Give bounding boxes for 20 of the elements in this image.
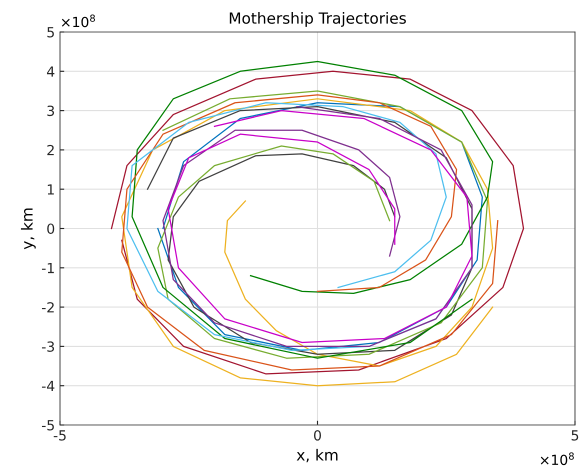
y-tick-label: -1 xyxy=(42,262,54,274)
x-tick-label: 0 xyxy=(314,430,321,441)
line-series xyxy=(110,70,524,375)
x-tick-label: 5 xyxy=(572,430,578,441)
text: ×10$^{8}$ xyxy=(62,14,95,28)
y-tick-label: 2 xyxy=(47,144,54,156)
y-axis-title: y, km xyxy=(20,208,36,250)
y-tick-label: 3 xyxy=(47,106,54,116)
y-tick-label: 4 xyxy=(46,66,54,77)
y-tick-label: 0 xyxy=(47,223,54,234)
y-tick-label: 1 xyxy=(48,184,54,194)
text: ×10$^{8}$ xyxy=(540,452,574,466)
y-tick-label: -5 xyxy=(42,420,54,430)
y-tick-label: -2 xyxy=(42,302,54,312)
y-tick-label: 5 xyxy=(47,27,54,38)
chart-title: Mothership Trajectories xyxy=(230,12,406,27)
y-tick-label: -3 xyxy=(42,341,54,352)
x-axis-title: x, km xyxy=(296,448,338,462)
y-tick-label: -4 xyxy=(42,380,54,391)
line-series xyxy=(131,60,494,359)
